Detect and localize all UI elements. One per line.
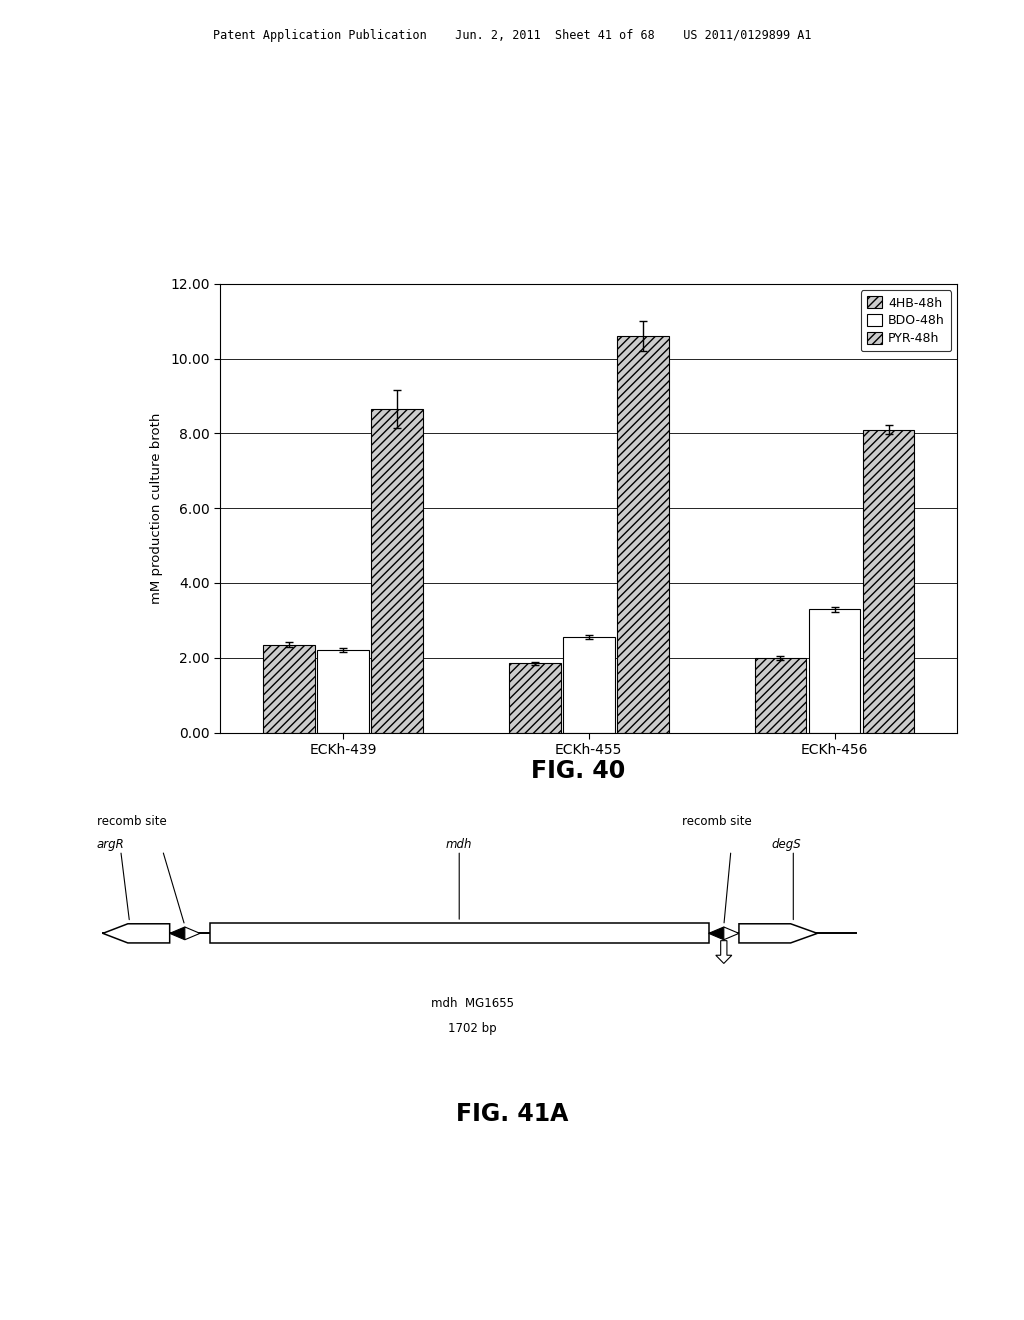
Text: recomb site: recomb site (96, 816, 166, 829)
Text: degS: degS (771, 838, 801, 851)
Bar (372, 409, 423, 733)
Text: FIG. 40: FIG. 40 (531, 759, 626, 783)
Text: 1702 bp: 1702 bp (449, 1022, 497, 1035)
Bar (210, 923, 709, 944)
FancyArrow shape (739, 924, 817, 942)
Legend: 4HB-48h, BDO-48h, PYR-48h: 4HB-48h, BDO-48h, PYR-48h (861, 290, 951, 351)
Text: FIG. 41A: FIG. 41A (456, 1102, 568, 1126)
Bar (809, 610, 860, 733)
Text: mdh  MG1655: mdh MG1655 (431, 997, 514, 1010)
Polygon shape (184, 927, 200, 940)
Polygon shape (170, 927, 184, 940)
Polygon shape (709, 927, 724, 940)
Text: mdh: mdh (446, 838, 472, 851)
Polygon shape (724, 927, 739, 940)
Bar (563, 638, 614, 733)
FancyArrow shape (716, 941, 732, 964)
Bar (617, 337, 669, 733)
Bar (755, 657, 806, 733)
Bar (863, 430, 914, 733)
Text: argR: argR (96, 838, 124, 851)
Text: Patent Application Publication    Jun. 2, 2011  Sheet 41 of 68    US 2011/012989: Patent Application Publication Jun. 2, 2… (213, 29, 811, 42)
FancyArrow shape (102, 924, 170, 942)
Bar (263, 644, 314, 733)
Bar (317, 651, 369, 733)
Text: recomb site: recomb site (682, 816, 752, 829)
Bar (509, 664, 560, 733)
Y-axis label: mM production culture broth: mM production culture broth (151, 413, 163, 603)
